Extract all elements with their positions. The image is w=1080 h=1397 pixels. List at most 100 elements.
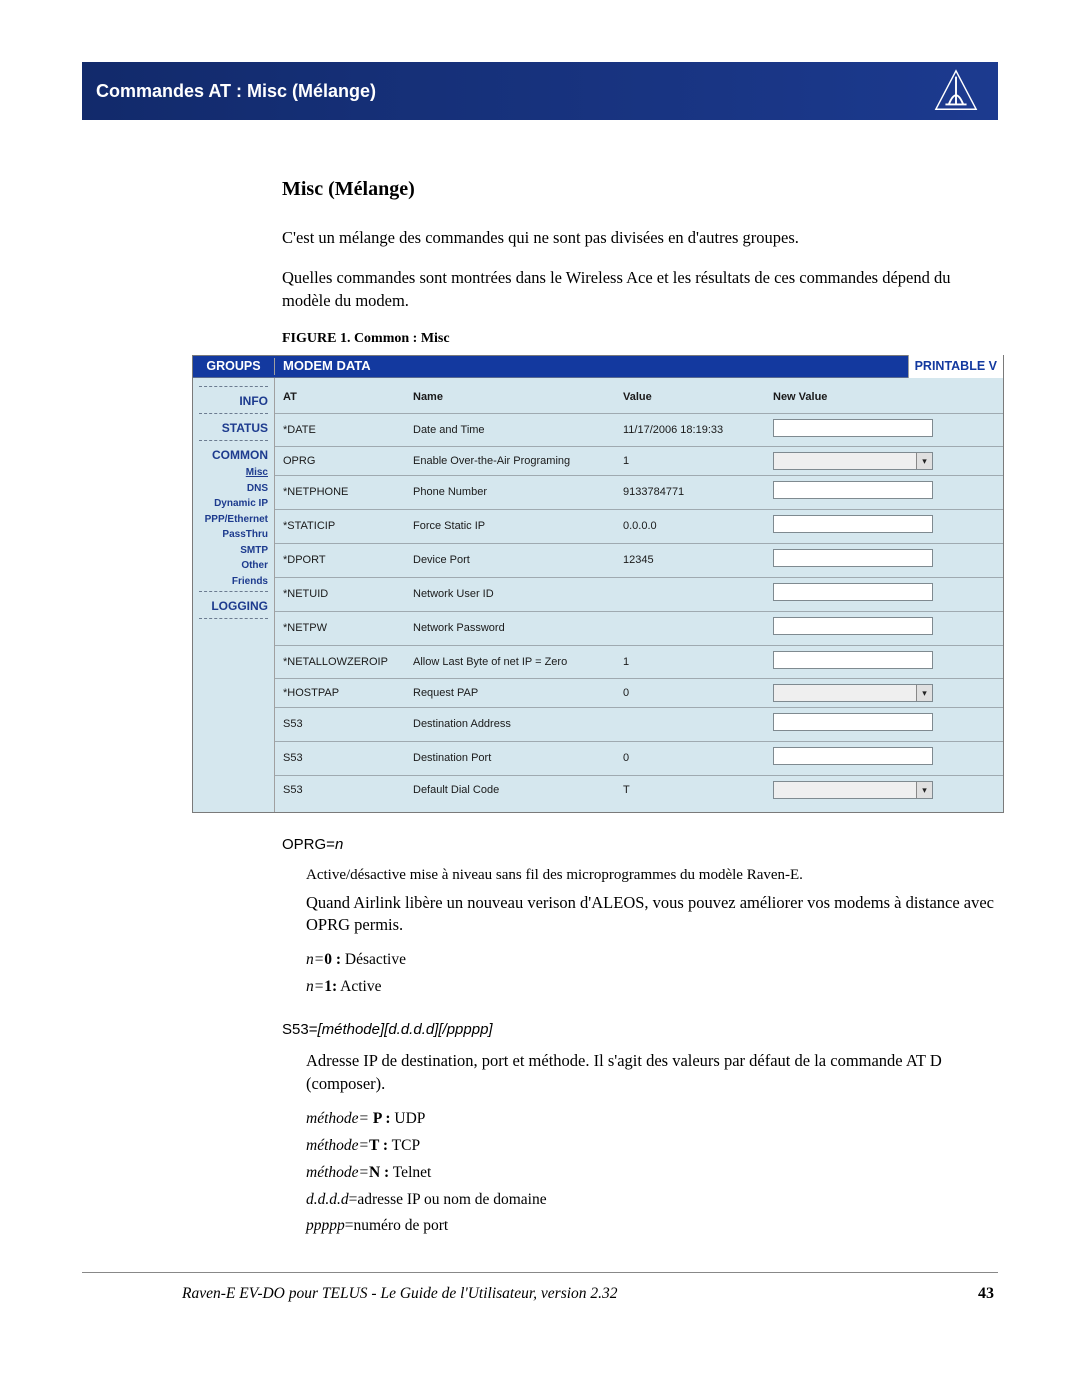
cell-name: Network User ID: [405, 577, 615, 611]
page-frame: Commandes AT : Misc (Mélange) Misc (Méla…: [82, 62, 998, 1315]
table-row: *NETUIDNetwork User ID: [275, 577, 1003, 611]
new-value-input[interactable]: [773, 713, 933, 731]
cell-value: 1: [615, 645, 765, 679]
nav-passthru[interactable]: PassThru: [193, 527, 274, 543]
cell-value: T: [615, 776, 765, 805]
cell-newvalue: [765, 742, 1003, 776]
cell-value: 9133784771: [615, 476, 765, 510]
s53-em: [méthode][d.d.d.d][/ppppp]: [317, 1021, 492, 1038]
new-value-input[interactable]: [773, 747, 933, 765]
oprg-opt0: n=0 : Désactive: [306, 950, 998, 971]
cell-value: [615, 611, 765, 645]
nav-friends[interactable]: Friends: [193, 574, 274, 590]
footer-left: Raven-E EV-DO pour TELUS - Le Guide de l…: [182, 1285, 618, 1303]
new-value-input[interactable]: [773, 515, 933, 533]
new-value-input[interactable]: [773, 549, 933, 567]
nav-ppp[interactable]: PPP/Ethernet: [193, 512, 274, 528]
oprg-opt1: n=1: Active: [306, 977, 998, 998]
table-row: S53Default Dial CodeT ▾: [275, 776, 1003, 805]
shot-header: GROUPS MODEM DATA PRINTABLE V: [193, 356, 1003, 378]
content: Misc (Mélange) C'est un mélange des comm…: [82, 120, 998, 1237]
intro-p1: C'est un mélange des commandes qui ne so…: [282, 227, 998, 249]
nav-common[interactable]: COMMON: [193, 445, 274, 465]
col-at: AT: [275, 386, 405, 413]
col-new: New Value: [765, 386, 1003, 413]
cell-at: OPRG: [275, 447, 405, 476]
chevron-down-icon[interactable]: ▾: [916, 782, 932, 798]
nav-dns[interactable]: DNS: [193, 481, 274, 497]
oprg-pre: OPRG=: [282, 836, 335, 853]
cell-name: Device Port: [405, 544, 615, 578]
nav-logging[interactable]: LOGGING: [193, 596, 274, 616]
footer-page: 43: [978, 1285, 994, 1303]
section-title: Misc (Mélange): [282, 176, 998, 203]
intro-p2: Quelles commandes sont montrées dans le …: [282, 267, 998, 312]
cell-at: *NETPHONE: [275, 476, 405, 510]
shot-body: INFO STATUS COMMON Misc DNS Dynamic IP P…: [193, 378, 1003, 812]
new-value-input[interactable]: [773, 481, 933, 499]
cell-newvalue: [765, 577, 1003, 611]
shot-printable-link[interactable]: PRINTABLE V: [908, 355, 1003, 378]
table-row: *NETPWNetwork Password: [275, 611, 1003, 645]
table-row: *NETALLOWZEROIPAllow Last Byte of net IP…: [275, 645, 1003, 679]
cell-name: Force Static IP: [405, 510, 615, 544]
nav-smtp[interactable]: SMTP: [193, 543, 274, 559]
cell-name: Date and Time: [405, 413, 615, 447]
cell-value: [615, 708, 765, 742]
cell-at: *DPORT: [275, 544, 405, 578]
s53-opt-port: ppppp=numéro de port: [306, 1216, 998, 1237]
chevron-down-icon[interactable]: ▾: [916, 685, 932, 701]
new-value-input[interactable]: [773, 617, 933, 635]
cell-value: [615, 577, 765, 611]
s53-pre: S53=: [282, 1021, 317, 1038]
cell-at: *NETALLOWZEROIP: [275, 645, 405, 679]
oprg-p2: Quand Airlink libère un nouveau verison …: [306, 892, 998, 937]
col-value: Value: [615, 386, 765, 413]
new-value-input[interactable]: [773, 583, 933, 601]
cell-name: Default Dial Code: [405, 776, 615, 805]
cell-name: Allow Last Byte of net IP = Zero: [405, 645, 615, 679]
nav-misc[interactable]: Misc: [193, 465, 274, 481]
nav-info[interactable]: INFO: [193, 391, 274, 411]
cell-at: S53: [275, 708, 405, 742]
cell-newvalue: [765, 510, 1003, 544]
new-value-dropdown[interactable]: ▾: [773, 684, 933, 702]
cell-value: 12345: [615, 544, 765, 578]
cell-at: *DATE: [275, 413, 405, 447]
table-row: *STATICIPForce Static IP0.0.0.0: [275, 510, 1003, 544]
cell-at: S53: [275, 742, 405, 776]
s53-opt-t: méthode=T : TCP: [306, 1136, 998, 1157]
header-bar: Commandes AT : Misc (Mélange): [82, 62, 998, 120]
cell-at: S53: [275, 776, 405, 805]
cell-name: Phone Number: [405, 476, 615, 510]
screenshot-common-misc: GROUPS MODEM DATA PRINTABLE V INFO STATU…: [192, 355, 1004, 813]
header-logo-icon: [928, 63, 984, 119]
cell-value: 1: [615, 447, 765, 476]
oprg-p1: Active/désactive mise à niveau sans fil …: [306, 865, 998, 885]
cell-name: Destination Port: [405, 742, 615, 776]
cell-newvalue: [765, 476, 1003, 510]
s53-label: S53=[méthode][d.d.d.d][/ppppp]: [282, 1020, 998, 1040]
footer-rule: [82, 1272, 998, 1273]
modem-data-table: AT Name Value New Value *DATEDate and Ti…: [275, 386, 1003, 804]
oprg-label: OPRG=n: [282, 835, 998, 855]
cell-newvalue: ▾: [765, 776, 1003, 805]
new-value-input[interactable]: [773, 419, 933, 437]
table-row: *NETPHONEPhone Number9133784771: [275, 476, 1003, 510]
nav-other[interactable]: Other: [193, 558, 274, 574]
table-row: S53Destination Address: [275, 708, 1003, 742]
new-value-dropdown[interactable]: ▾: [773, 452, 933, 470]
chevron-down-icon[interactable]: ▾: [916, 453, 932, 469]
cell-value: 0.0.0.0: [615, 510, 765, 544]
nav-status[interactable]: STATUS: [193, 418, 274, 438]
new-value-dropdown[interactable]: ▾: [773, 781, 933, 799]
s53-opt-n: méthode=N : Telnet: [306, 1163, 998, 1184]
table-row: S53Destination Port0: [275, 742, 1003, 776]
shot-data-area: AT Name Value New Value *DATEDate and Ti…: [275, 378, 1003, 812]
nav-dynamicip[interactable]: Dynamic IP: [193, 496, 274, 512]
s53-opt-p: méthode= P : UDP: [306, 1109, 998, 1130]
cell-newvalue: [765, 544, 1003, 578]
cell-newvalue: [765, 413, 1003, 447]
new-value-input[interactable]: [773, 651, 933, 669]
table-row: OPRGEnable Over-the-Air Programing1▾: [275, 447, 1003, 476]
